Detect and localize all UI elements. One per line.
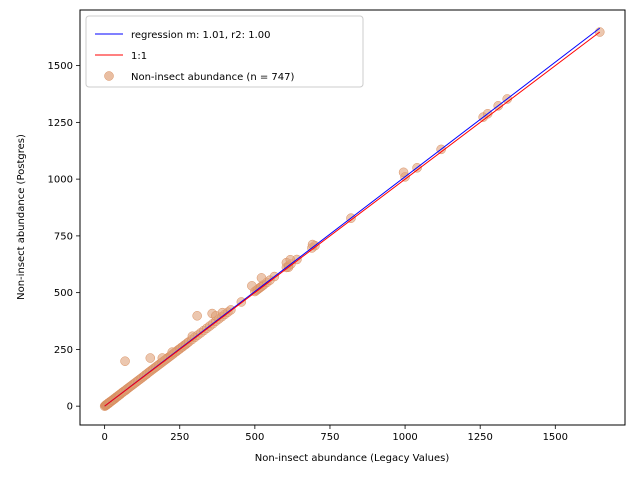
- x-tick-label: 0: [101, 432, 107, 443]
- scatter-point: [120, 356, 130, 366]
- legend-regression-label: regression m: 1.01, r2: 1.00: [131, 30, 270, 41]
- x-tick-label: 500: [245, 432, 264, 443]
- scatter-point: [256, 273, 267, 283]
- y-tick-label: 1250: [48, 118, 73, 129]
- scatter-point: [145, 353, 156, 363]
- y-tick-label: 0: [67, 402, 73, 413]
- y-tick-label: 500: [54, 288, 73, 299]
- legend-identity-label: 1:1: [131, 51, 147, 62]
- legend-box: [85, 15, 364, 88]
- scatter-point: [192, 311, 202, 321]
- y-tick-label: 750: [54, 231, 73, 242]
- x-tick-label: 1250: [467, 432, 492, 443]
- y-axis-label: Non-insect abundance (Postgres): [16, 134, 27, 300]
- x-tick-label: 750: [320, 432, 339, 443]
- y-tick-label: 250: [54, 345, 73, 356]
- y-axis: 0 250 500 750 1000 1250 1500: [48, 61, 80, 413]
- legend-scatter-swatch: [104, 71, 114, 81]
- x-tick-label: 1000: [392, 432, 417, 443]
- x-axis: 0 250 500 750 1000 1250 1500: [101, 425, 568, 443]
- y-tick-label: 1000: [48, 175, 73, 186]
- plot-area: [99, 27, 605, 411]
- legend: regression m: 1.01, r2: 1.00 1:1 Non-ins…: [85, 15, 364, 88]
- x-tick-label: 250: [170, 432, 189, 443]
- identity-line: [104, 31, 601, 407]
- regression-line: [104, 27, 601, 407]
- x-axis-label: Non-insect abundance (Legacy Values): [255, 453, 450, 464]
- legend-scatter-label: Non-insect abundance (n = 747): [131, 72, 294, 83]
- scatter-point: [398, 167, 409, 178]
- scatter-point: [247, 281, 257, 291]
- axes-frame: [79, 9, 626, 426]
- x-tick-label: 1500: [543, 432, 568, 443]
- y-tick-label: 1500: [48, 61, 73, 72]
- scatter-point: [157, 353, 168, 363]
